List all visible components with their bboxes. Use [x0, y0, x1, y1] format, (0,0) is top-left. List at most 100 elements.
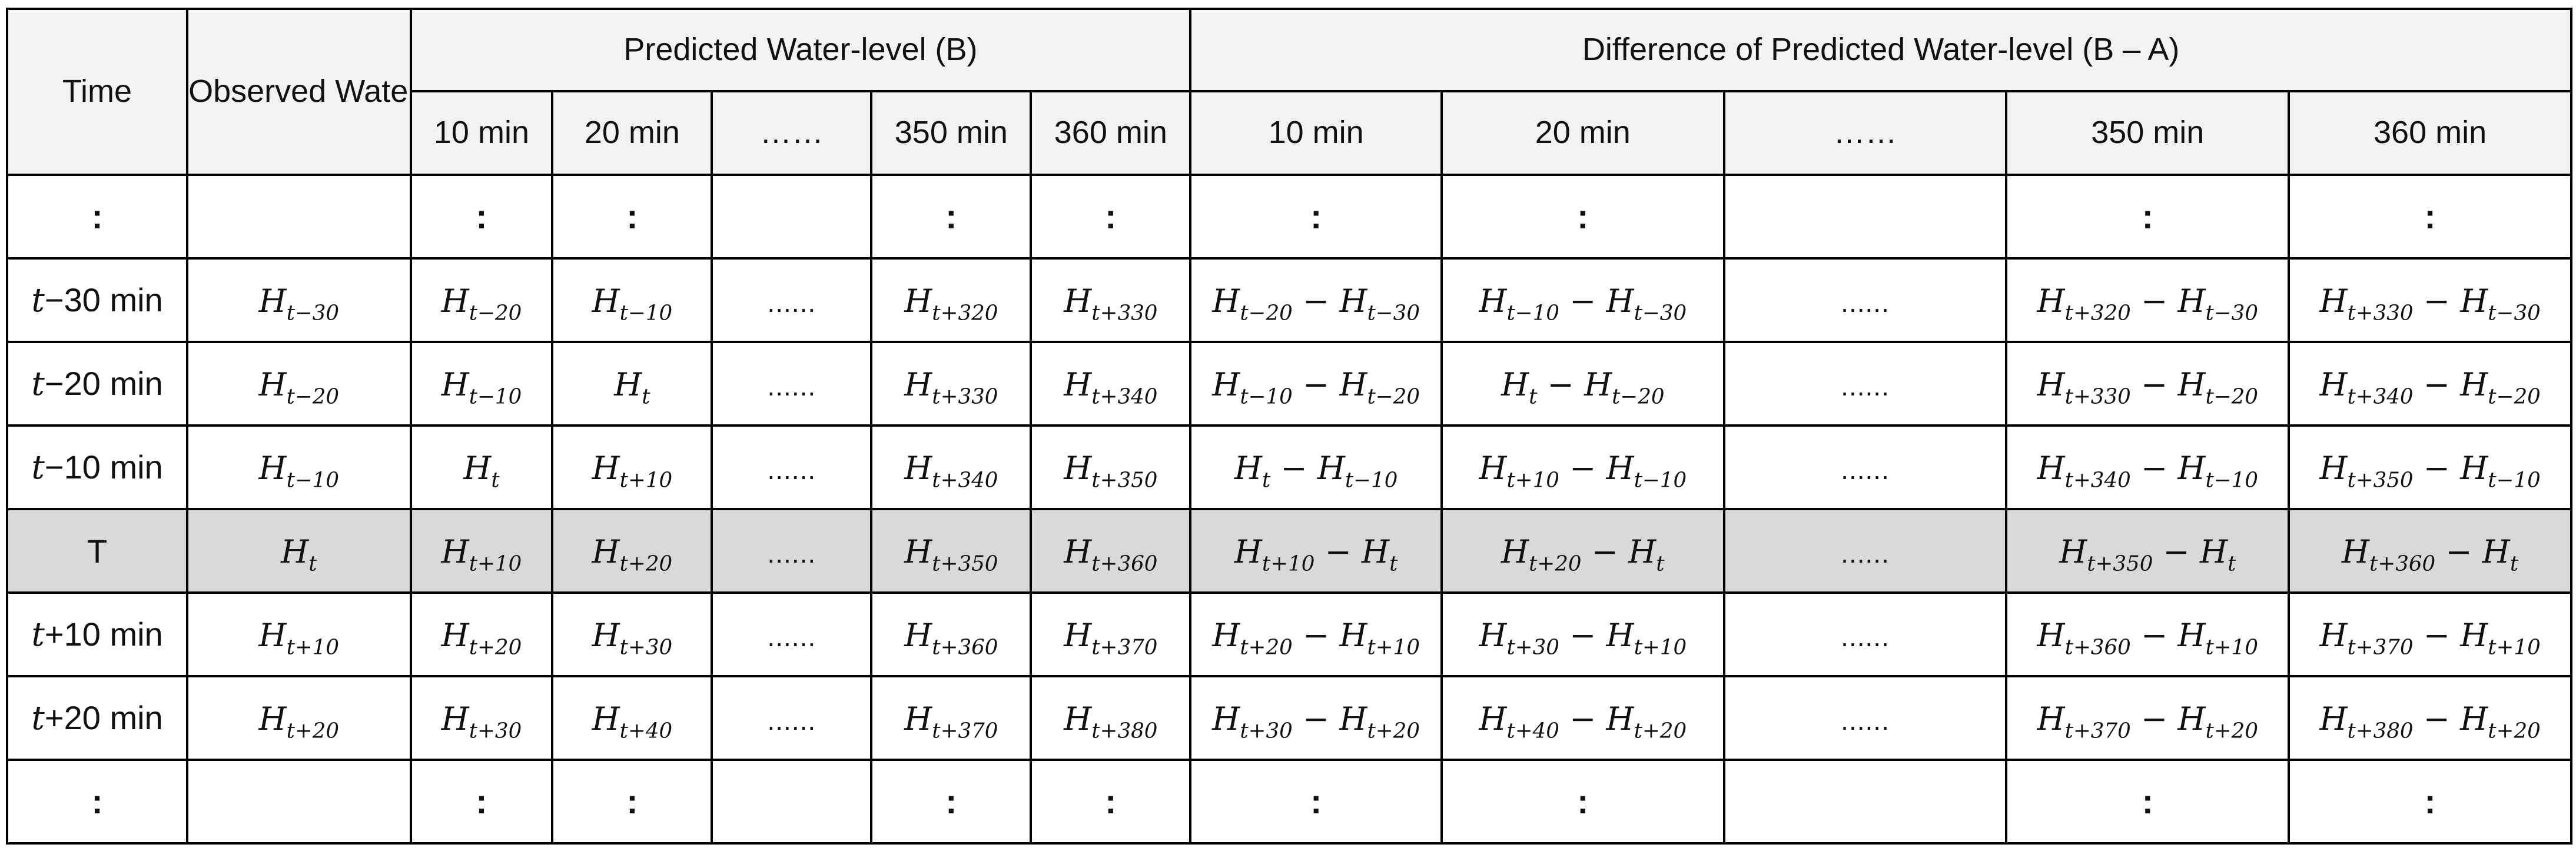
water-level-term: Ht+350 [904, 533, 998, 576]
water-level-term: Ht−20 [258, 365, 340, 409]
vertical-ellipsis: : [1105, 197, 1117, 236]
ellipsis-dots: ...... [1841, 621, 1890, 652]
water-level-term: Ht+10 [2460, 616, 2541, 660]
vertical-ellipsis: : [91, 197, 103, 236]
predicted-cell: Ht+30 [551, 591, 713, 677]
table-row: t+20 min Ht+20 Ht+30 Ht+40...... Ht+370 Ht+38… [5, 675, 2572, 761]
difference-cell: ...... [1722, 424, 2008, 510]
water-level-term: Ht+360 [904, 616, 998, 660]
observed-cell: Ht−30 [186, 257, 412, 343]
water-level-term: Ht [614, 365, 650, 409]
ellipsis-dots: ...... [767, 621, 816, 652]
difference-cell: ...... [1722, 508, 2008, 594]
difference-cell: Ht−10 − Ht−20 [1189, 341, 1443, 427]
water-level-term: Ht−30 [2460, 282, 2541, 325]
time-header: Time [5, 8, 189, 176]
table-row: t−10 min Ht−10 Ht Ht+10...... Ht+340 Ht+350 Ht… [5, 424, 2572, 510]
vertical-ellipsis: : [945, 197, 957, 236]
difference-col-header: 350 min [2005, 90, 2290, 176]
vertical-ellipsis: : [476, 197, 487, 236]
ellipsis-dots: ...... [767, 454, 816, 485]
minus-sign: − [1559, 616, 1606, 654]
ellipsis-cell: : [409, 759, 554, 845]
minus-sign: − [1292, 282, 1340, 320]
header-row-1: Time Observed Water-level (A) Predicted … [5, 8, 2572, 176]
water-level-term: Ht+330 [1064, 282, 1158, 325]
predicted-cell: Ht+360 [1030, 508, 1192, 594]
water-level-term: Ht+20 [2460, 700, 2541, 743]
minus-sign: − [2413, 365, 2461, 403]
predicted-header: Predicted Water-level (B) [409, 8, 1192, 92]
water-level-term: Ht+30 [592, 616, 673, 660]
ellipsis-cell: : [551, 174, 713, 260]
minus-sign: − [1292, 700, 1340, 737]
ellipsis-cell: : [1440, 174, 1725, 260]
difference-cell: ...... [1722, 675, 2008, 761]
water-level-term: Ht+20 [258, 700, 340, 743]
water-level-term: Ht−10 [1606, 449, 1687, 493]
ellipsis-cell: : [5, 759, 189, 845]
difference-cell: Ht+370 − Ht+10 [2288, 591, 2572, 677]
predicted-col-header: 10 min [409, 90, 554, 176]
water-level-term: Ht−10 [1317, 449, 1398, 493]
predicted-col-header: …… [711, 90, 873, 176]
water-level-term: Ht+10 [1234, 533, 1315, 576]
ellipsis-cell: : [870, 759, 1033, 845]
water-level-term: Ht+20 [441, 616, 522, 660]
ellipsis-cell: : [2005, 759, 2290, 845]
predicted-cell: Ht+10 [409, 508, 554, 594]
water-level-term: Ht+330 [2037, 365, 2131, 409]
ellipsis-row: ::::::::: [5, 174, 2572, 260]
water-level-term: Ht+370 [2319, 616, 2414, 660]
water-level-term: Ht+380 [1064, 700, 1158, 743]
water-level-term: Ht+10 [1479, 449, 1559, 493]
ellipsis-cell: : [870, 174, 1033, 260]
water-level-term: Ht+350 [2319, 449, 2414, 493]
water-level-term: Ht+360 [2341, 533, 2436, 576]
observed-cell: Ht+10 [186, 591, 412, 677]
water-level-term: Ht [1234, 449, 1271, 493]
water-level-term: Ht+40 [592, 700, 673, 743]
water-level-term: Ht−30 [258, 282, 340, 325]
predicted-col-header: 20 min [551, 90, 713, 176]
predicted-cell: ...... [711, 341, 873, 427]
predicted-cell: Ht+350 [1030, 424, 1192, 510]
water-level-term: Ht−10 [1479, 282, 1559, 325]
predicted-cell: Ht+350 [870, 508, 1033, 594]
water-level-term: Ht+20 [1339, 700, 1420, 743]
water-level-term: Ht−30 [1339, 282, 1420, 325]
water-level-term: Ht−30 [1606, 282, 1687, 325]
difference-cell: Ht+330 − Ht−20 [2005, 341, 2290, 427]
vertical-ellipsis: : [1310, 197, 1322, 236]
water-level-term: Ht [2482, 533, 2519, 576]
vertical-ellipsis: : [2424, 782, 2436, 821]
water-level-term: Ht+370 [2037, 700, 2131, 743]
water-level-term: Ht+350 [2059, 533, 2153, 576]
time-label: t−10 min [31, 448, 163, 487]
ellipsis-dots: ...... [767, 370, 816, 401]
difference-cell: Ht−20 − Ht−30 [1189, 257, 1443, 343]
predicted-cell: Ht−10 [409, 341, 554, 427]
water-level-term: Ht+370 [904, 700, 998, 743]
predicted-cell: Ht+20 [409, 591, 554, 677]
predicted-cell: Ht+370 [1030, 591, 1192, 677]
water-level-term: Ht+340 [904, 449, 998, 493]
minus-sign: − [1559, 700, 1606, 737]
predicted-col-header: 360 min [1030, 90, 1192, 176]
water-level-term: Ht [2199, 533, 2236, 576]
time-label: t−20 min [31, 365, 163, 403]
table-row: t+10 min Ht+10 Ht+20 Ht+30...... Ht+360 Ht+37… [5, 591, 2572, 677]
ellipsis-dots: ...... [1841, 287, 1890, 318]
ellipsis-cell [711, 759, 873, 845]
water-level-term: Ht−10 [2177, 449, 2258, 493]
time-cell: t−20 min [5, 341, 189, 427]
difference-cell: Ht+340 − Ht−20 [2288, 341, 2572, 427]
ellipsis-cell: : [1189, 759, 1443, 845]
difference-cell: Ht+370 − Ht+20 [2005, 675, 2290, 761]
difference-cell: Ht+30 − Ht+20 [1189, 675, 1443, 761]
water-level-term: Ht+20 [1212, 616, 1293, 660]
difference-cell: Ht+360 − Ht [2288, 508, 2572, 594]
water-level-term: Ht [281, 533, 317, 576]
table-body: ::::::::: t−30 min Ht−30 Ht−20 Ht−10...... Ht… [5, 174, 2572, 845]
time-cell: T [5, 508, 189, 594]
